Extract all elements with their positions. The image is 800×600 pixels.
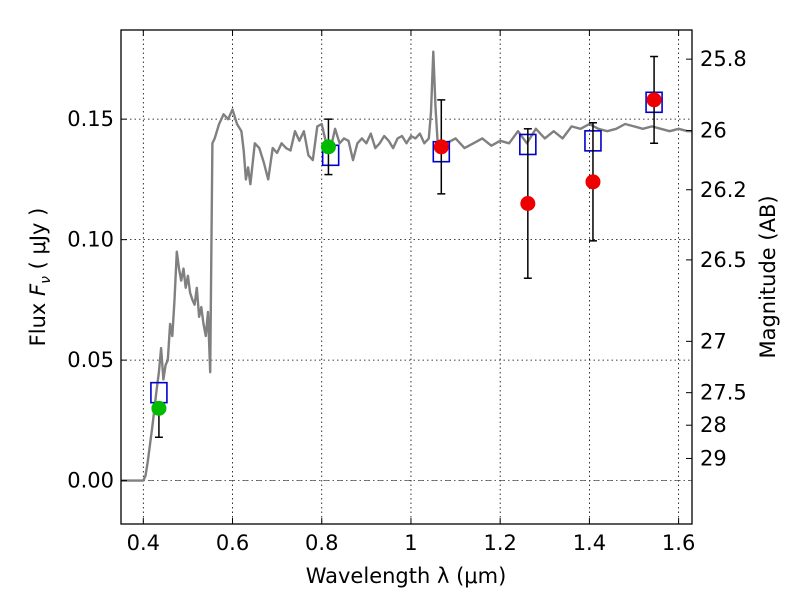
y2-tick-label: 25.8 (700, 47, 747, 71)
y2-tick-label: 26 (700, 118, 727, 142)
y-tick-label: 0.15 (67, 107, 114, 131)
observed-point (646, 92, 662, 108)
y2-tick-label: 28 (700, 413, 727, 437)
observed-point (520, 196, 536, 212)
y2-tick-label: 27.5 (700, 381, 747, 405)
observed-point (433, 139, 449, 155)
x-tick-label: 1.2 (483, 531, 516, 555)
x-tick-label: 0.4 (127, 531, 160, 555)
y-tick-label: 0.05 (67, 348, 114, 372)
y2-tick-label: 26.2 (700, 178, 747, 202)
y-axis-label: Flux Fν ( μJy ) (26, 208, 54, 347)
plot-data (121, 50, 692, 482)
y-tick-label: 0.10 (67, 228, 114, 252)
x-tick-label: 1.4 (573, 531, 606, 555)
observed-point (151, 400, 167, 416)
y2-tick-label: 26.5 (700, 248, 747, 272)
y-tick-label: 0.00 (67, 469, 114, 493)
y2-axis-label: Magnitude (AB) (756, 195, 780, 358)
x-axis-label: Wavelength λ (μm) (306, 564, 507, 588)
observed-point (585, 174, 601, 190)
x-tick-label: 1.6 (662, 531, 695, 555)
axis-ticks: 0.4 0.6 0.8 1 1.2 1.4 1.6 0.00 0.05 0.10 0.15 25.8 2… (67, 30, 747, 555)
observed-point (320, 139, 336, 155)
x-tick-label: 1 (404, 531, 417, 555)
plot-frame (120, 29, 693, 525)
x-tick-label: 0.8 (305, 531, 338, 555)
y2-tick-label: 27 (700, 329, 727, 353)
y2-tick-label: 29 (700, 446, 727, 470)
x-tick-label: 0.6 (216, 531, 249, 555)
